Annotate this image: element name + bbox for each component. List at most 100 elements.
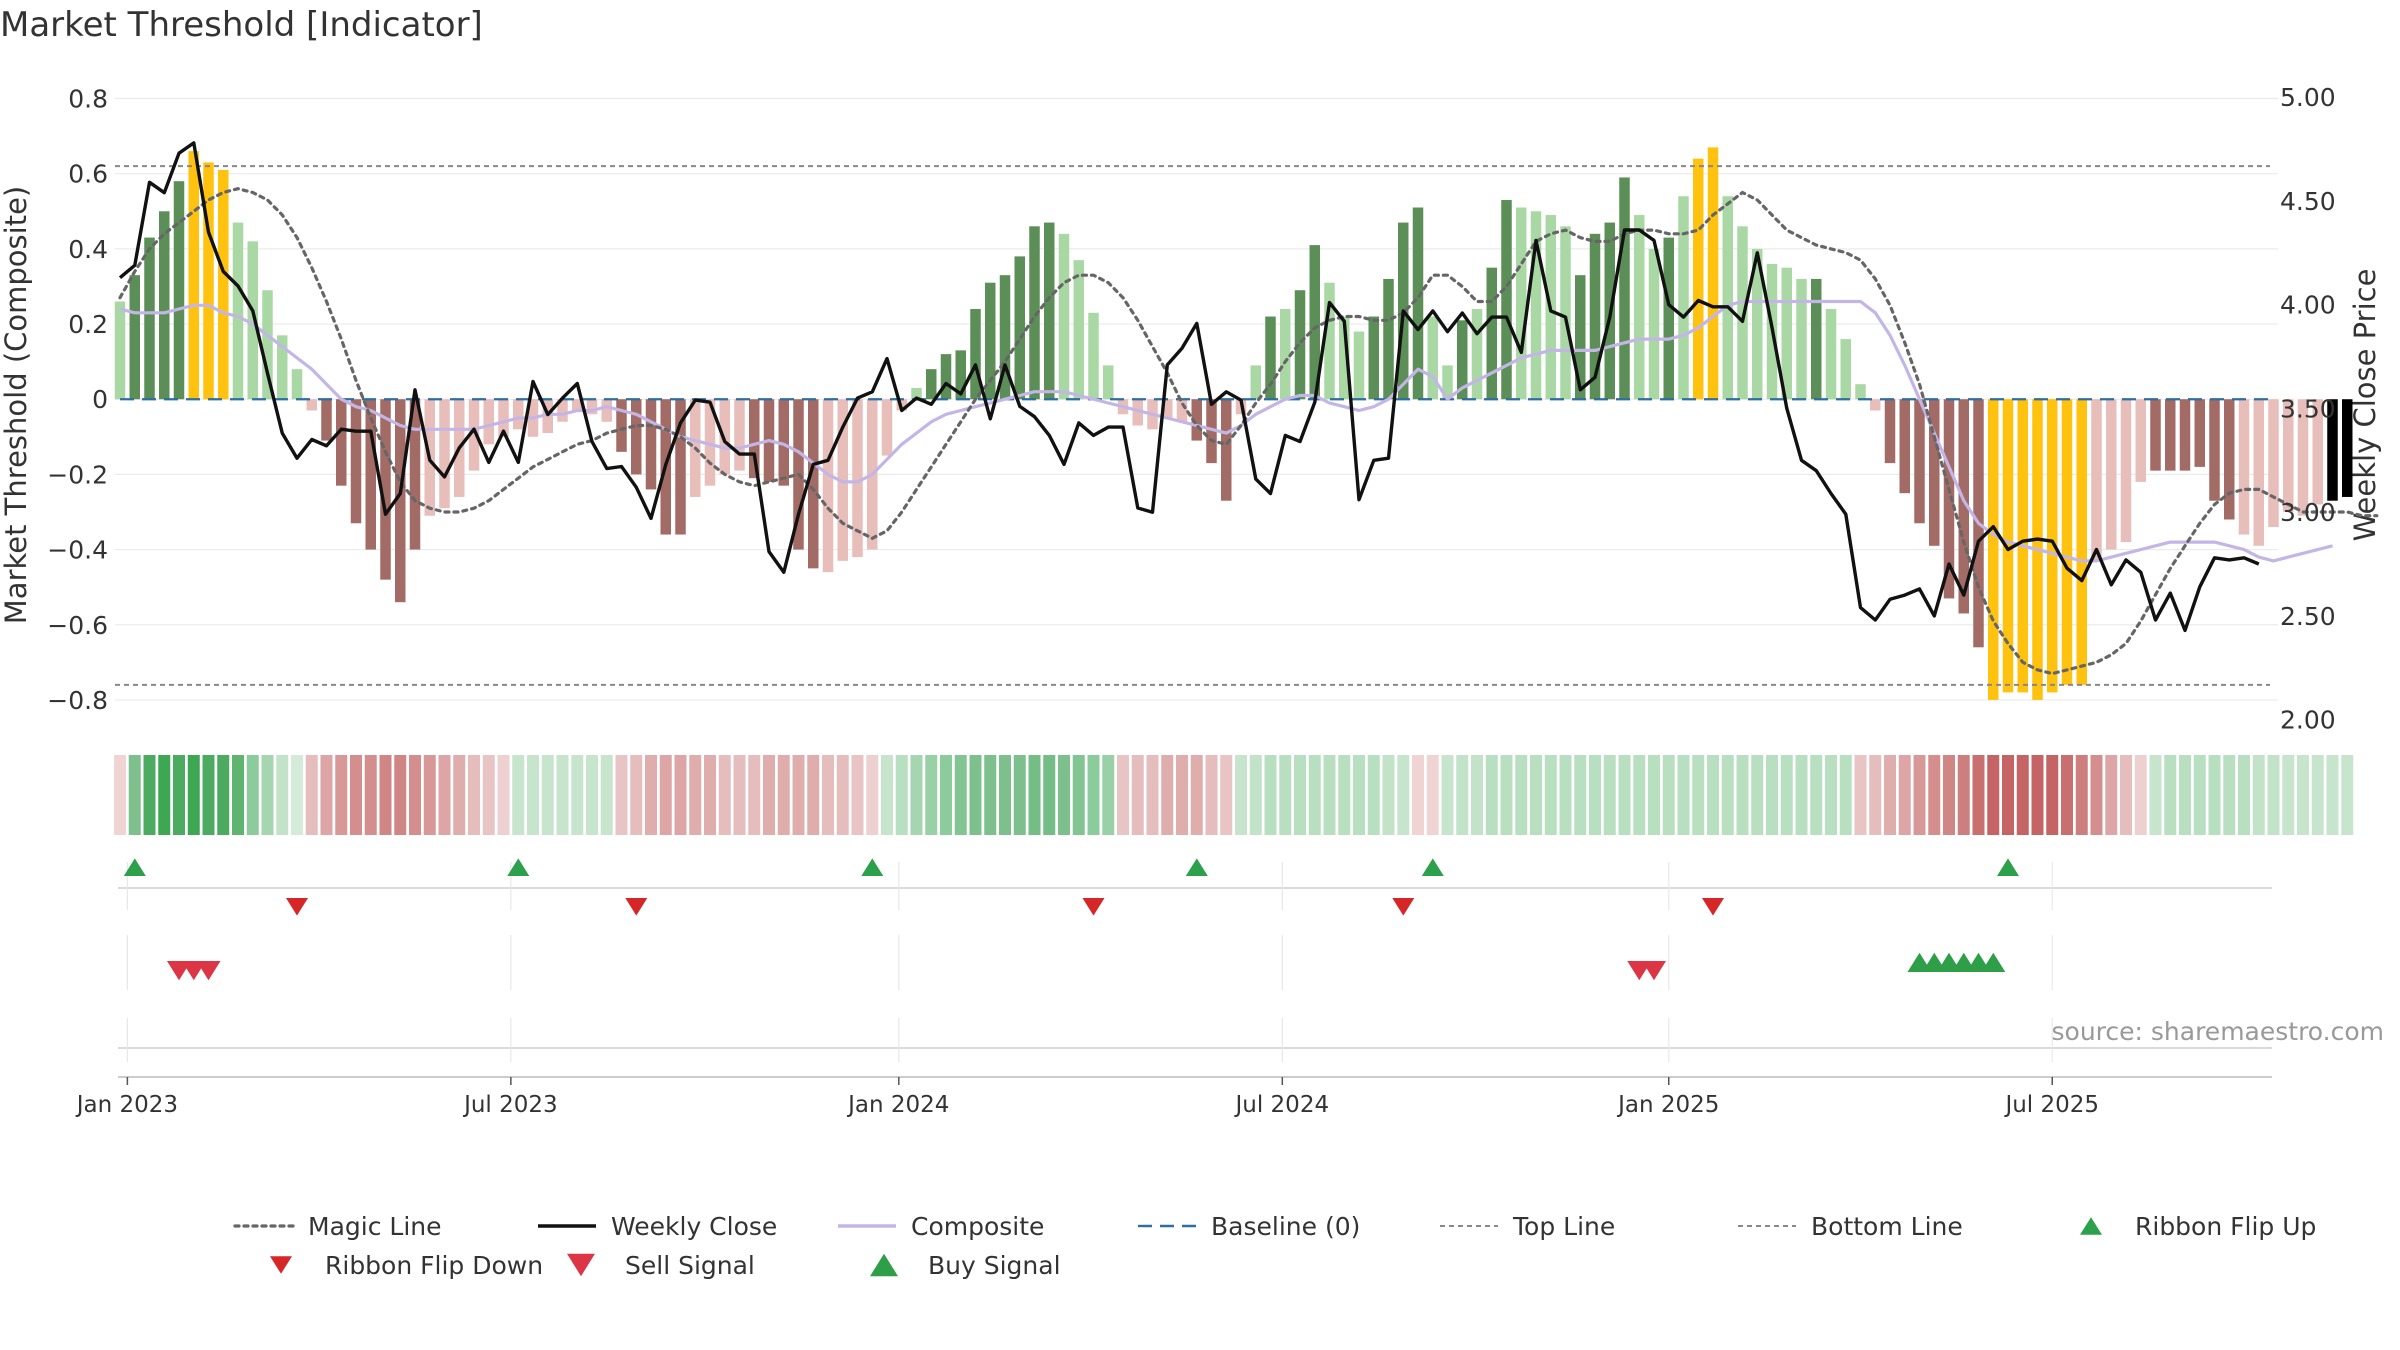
composite-bar [704, 399, 716, 486]
ribbon-cell [571, 755, 584, 835]
composite-bar [2297, 399, 2309, 516]
composite-bar [1442, 365, 1453, 400]
composite-bar [439, 399, 450, 509]
ribbon-cell [2297, 755, 2309, 835]
composite-bar [1265, 316, 1276, 400]
composite-bar [2238, 399, 2250, 535]
ribbon-cell [1544, 755, 1557, 835]
composite-bar [365, 399, 376, 550]
ribbon-flip-down-marker [286, 898, 308, 916]
composite-bar [2179, 399, 2191, 471]
ribbon-flip-down-marker [1082, 898, 1105, 916]
ribbon-cell [1028, 755, 1041, 835]
composite-bar [1678, 196, 1689, 400]
y-tick-label-right: 3.50 [2280, 394, 2336, 423]
ribbon-cell [350, 755, 362, 835]
composite-bar [1309, 245, 1320, 400]
composite-bar [2283, 399, 2294, 512]
ribbon-cell [1884, 755, 1896, 835]
x-axis-ticks: Jan 2023 Jul 2023 Jan 2024 Jul 2024 Jan 2025… [75, 1077, 2099, 1118]
ribbon-cell [1338, 755, 1351, 835]
ribbon-cell [1397, 755, 1410, 835]
ribbon-cell [1264, 755, 1277, 835]
composite-bar [999, 275, 1011, 400]
legend-label-magic: Magic Line [308, 1212, 442, 1241]
composite-bar [2106, 399, 2117, 550]
ribbon-cell [187, 755, 200, 835]
composite-bar [1368, 316, 1379, 400]
ribbon-cell [1692, 755, 1705, 835]
buy-signal-marker [1981, 952, 2006, 972]
composite-bar [1899, 399, 1910, 494]
composite-bar [1929, 399, 1940, 546]
composite-bar [1589, 233, 1601, 400]
ribbon-cell [1308, 755, 1321, 835]
ribbon-cell [394, 755, 407, 835]
ribbon-cell [1500, 755, 1513, 835]
ribbon-cell [364, 755, 377, 835]
composite-bar [2091, 399, 2102, 561]
composite-bar [1870, 399, 1881, 411]
composite-bar [852, 399, 863, 558]
ribbon-cell [615, 755, 628, 835]
composite-bar [734, 399, 745, 471]
composite-bar [1486, 267, 1497, 400]
legend-swatch-sell [567, 1253, 595, 1277]
ribbon-cell [2134, 755, 2147, 835]
composite-bar [2312, 399, 2323, 505]
ribbon-cell [1146, 755, 1159, 835]
composite-bar [778, 399, 789, 486]
ribbon-cell [1780, 755, 1793, 835]
ribbon-cell [1766, 755, 1778, 835]
y-tick-label-left: −0.8 [47, 686, 108, 715]
composite-bar [1206, 399, 1217, 464]
ribbon-flip-down-marker [625, 898, 648, 916]
ribbon-cell [1928, 755, 1941, 835]
legend-label-flipup: Ribbon Flip Up [2135, 1212, 2316, 1241]
ribbon-cell [320, 755, 333, 835]
composite-bar [1693, 158, 1704, 400]
legend-label-topline: Top Line [1512, 1212, 1615, 1241]
ribbon-flip-up-marker [1997, 858, 2019, 876]
ribbon-cell [173, 755, 185, 835]
ribbon-cell [1294, 755, 1306, 835]
ribbon-cell [143, 755, 156, 835]
ribbon-cell [556, 755, 569, 835]
ribbon-cell [1648, 755, 1660, 835]
composite-bar [291, 369, 303, 400]
ribbon-cell [792, 755, 805, 835]
composite-bar [1029, 226, 1040, 400]
composite-bar [616, 399, 627, 452]
ribbon-cell [2002, 755, 2014, 835]
ribbon-cell [1190, 755, 1203, 835]
ribbon-cell [2031, 755, 2044, 835]
signal-panels [118, 858, 2272, 1078]
ribbon-cell [1530, 755, 1542, 835]
x-tick-label: Jul 2024 [1233, 1092, 1329, 1118]
composite-bar [1516, 207, 1527, 400]
ribbon-cell [925, 755, 938, 835]
composite-bar [350, 399, 362, 524]
composite-bar [1280, 309, 1291, 400]
composite-bar [926, 369, 937, 400]
composite-bar [822, 399, 834, 573]
composite-bar [881, 399, 893, 456]
ribbon-cell [1559, 755, 1572, 835]
ribbon-cell [895, 755, 908, 835]
composite-bar [1191, 399, 1202, 441]
composite-bar [188, 151, 199, 400]
composite-bar [513, 399, 524, 430]
ribbon-cell [969, 755, 982, 835]
composite-bar [277, 335, 288, 400]
ribbon-cell [482, 755, 495, 835]
ribbon-cell [202, 755, 215, 835]
composite-bar [1634, 215, 1645, 400]
composite-bar [1530, 211, 1542, 400]
composite-bar [1339, 316, 1350, 400]
composite-bar [557, 399, 568, 422]
ribbon-cell [1013, 755, 1026, 835]
composite-bar [1427, 316, 1438, 400]
ribbon-cell [1471, 755, 1483, 835]
ribbon-cell [1441, 755, 1454, 835]
composite-bar [1014, 256, 1025, 400]
